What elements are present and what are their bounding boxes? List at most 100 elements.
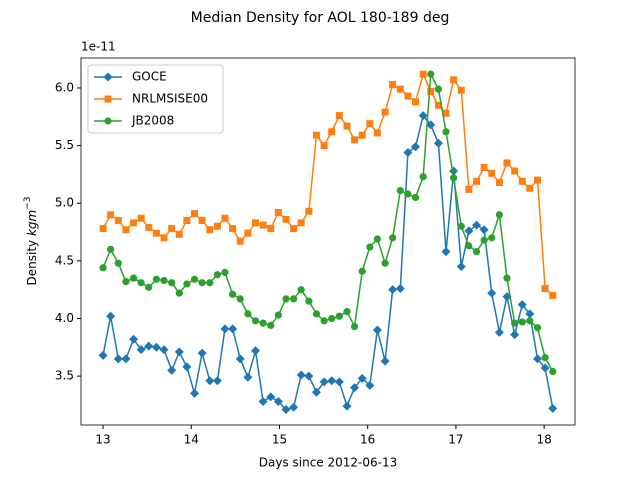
x-tick-label: 13 xyxy=(95,433,110,447)
data-point xyxy=(381,259,389,267)
data-point xyxy=(243,372,253,382)
data-point xyxy=(540,363,550,373)
data-point xyxy=(343,122,351,130)
data-point xyxy=(503,159,511,167)
data-point xyxy=(396,186,404,195)
data-point xyxy=(366,243,374,251)
data-point xyxy=(175,289,183,297)
y-tick-label: 4.5 xyxy=(55,253,74,267)
data-point xyxy=(190,388,200,398)
legend-label: GOCE xyxy=(132,70,167,84)
data-point xyxy=(114,217,122,225)
data-point xyxy=(244,229,252,237)
legend-label: NRLMSISE00 xyxy=(132,92,208,106)
data-point xyxy=(107,245,115,253)
data-point xyxy=(137,214,145,222)
x-axis-label: Days since 2012-06-13 xyxy=(259,456,398,470)
data-point xyxy=(198,279,206,287)
data-point xyxy=(297,219,305,227)
y-label-exponent: −3 xyxy=(23,197,33,210)
x-tick-label: 16 xyxy=(360,433,375,447)
data-point xyxy=(442,128,450,136)
chart-title: Median Density for AOL 180-189 deg xyxy=(191,10,450,26)
data-point xyxy=(351,136,359,144)
data-point xyxy=(312,310,321,318)
data-point xyxy=(198,217,206,225)
data-point xyxy=(250,346,260,356)
y-tick-label: 5.0 xyxy=(55,196,74,210)
data-point xyxy=(395,284,405,294)
data-point xyxy=(236,295,244,303)
data-point xyxy=(114,259,122,267)
data-point xyxy=(235,354,245,364)
data-point xyxy=(259,319,267,327)
data-point xyxy=(487,288,497,298)
data-point xyxy=(548,403,558,413)
data-point xyxy=(281,405,291,415)
data-point xyxy=(450,174,458,182)
data-point xyxy=(221,214,229,222)
data-point xyxy=(145,223,153,231)
data-point xyxy=(129,274,138,282)
data-point xyxy=(479,225,489,235)
data-point xyxy=(411,142,421,152)
data-point xyxy=(403,148,413,158)
data-point xyxy=(167,365,177,375)
data-point xyxy=(419,70,427,78)
data-point xyxy=(175,230,183,238)
data-point xyxy=(457,86,465,94)
data-point xyxy=(282,295,290,303)
data-point xyxy=(152,275,161,283)
y-tick-label: 5.5 xyxy=(55,138,74,152)
data-point xyxy=(297,286,305,294)
data-point xyxy=(289,295,298,303)
data-point xyxy=(320,317,328,325)
data-point xyxy=(258,396,268,406)
data-point xyxy=(228,324,238,334)
data-point xyxy=(388,285,398,295)
data-point xyxy=(168,279,176,287)
data-point xyxy=(418,111,428,121)
y-tick-label: 4.0 xyxy=(55,311,74,325)
data-point xyxy=(411,193,420,202)
y-tick-label: 3.5 xyxy=(55,369,74,383)
data-point xyxy=(472,248,481,256)
data-point xyxy=(373,129,381,137)
data-point xyxy=(389,234,397,242)
data-point xyxy=(473,177,481,185)
data-point xyxy=(427,87,435,95)
data-point xyxy=(450,76,458,84)
data-point xyxy=(396,85,404,93)
data-point xyxy=(404,190,412,198)
data-point xyxy=(107,211,115,219)
data-point xyxy=(389,81,397,89)
data-point xyxy=(464,226,474,236)
data-point xyxy=(517,300,527,310)
data-point xyxy=(465,242,473,250)
data-point xyxy=(106,311,116,321)
y-label-text: Density xyxy=(25,240,39,286)
data-point xyxy=(191,210,199,218)
data-point xyxy=(480,236,488,244)
data-point xyxy=(433,138,443,148)
data-point xyxy=(320,142,328,150)
data-point xyxy=(511,167,519,175)
data-point xyxy=(236,237,244,245)
data-point xyxy=(366,120,374,128)
data-point xyxy=(434,101,442,109)
data-point xyxy=(434,85,443,93)
data-point xyxy=(168,225,176,233)
legend-marker xyxy=(104,117,112,125)
data-point xyxy=(290,225,298,233)
data-point xyxy=(342,401,352,411)
series-line xyxy=(102,114,554,411)
data-point xyxy=(380,356,390,366)
data-point xyxy=(404,92,412,100)
data-point xyxy=(99,264,107,272)
data-point xyxy=(358,131,366,139)
legend-label: JB2008 xyxy=(131,114,174,128)
data-point xyxy=(266,392,276,402)
data-point xyxy=(305,207,313,215)
data-point xyxy=(206,226,214,234)
data-point xyxy=(495,178,503,186)
